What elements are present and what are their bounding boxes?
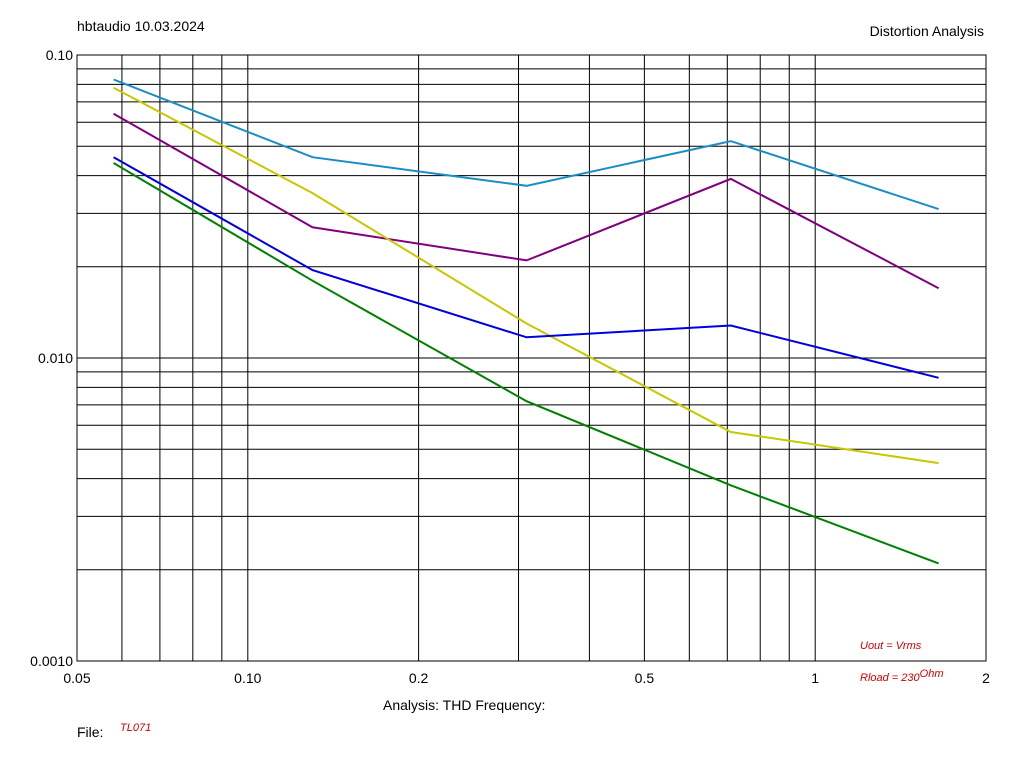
x-tick-label: 0.10 [234,670,261,686]
chart-ticks: 0.05 0.10 0.2 0.5 1 2 0.10 0.010 0.0010 [30,47,990,686]
chart-grid [76,54,987,662]
rload-annotation: Rload = 230Ohm [860,668,943,684]
series-line-2 [113,112,940,290]
file-label: File: [77,724,104,740]
header-left: hbtaudio 10.03.2024 [77,18,205,34]
x-tick-label: 0.2 [409,670,429,686]
rload-unit: Ohm [919,668,944,680]
y-tick-label: 0.10 [46,47,73,63]
y-tick-label: 0.010 [38,350,73,366]
x-tick-label: 0.05 [63,670,90,686]
series-line-4 [113,156,939,379]
file-name: TL071 [120,722,152,734]
x-tick-label: 2 [982,670,990,686]
chart-title: Distortion Analysis [869,23,984,39]
x-tick-label: 0.5 [635,670,655,686]
uout-annotation: Uout = Vrms [860,640,922,652]
series-line-5 [113,162,939,565]
y-tick-label: 0.0010 [30,653,73,669]
analysis-label: Analysis: THD Frequency: [383,697,546,713]
chart-series [113,78,940,565]
series-line-1 [113,78,939,211]
plot-frame [76,54,987,662]
rload-value: Rload = 230 [860,672,920,684]
series-line-3 [113,86,939,465]
x-tick-label: 1 [811,670,819,686]
